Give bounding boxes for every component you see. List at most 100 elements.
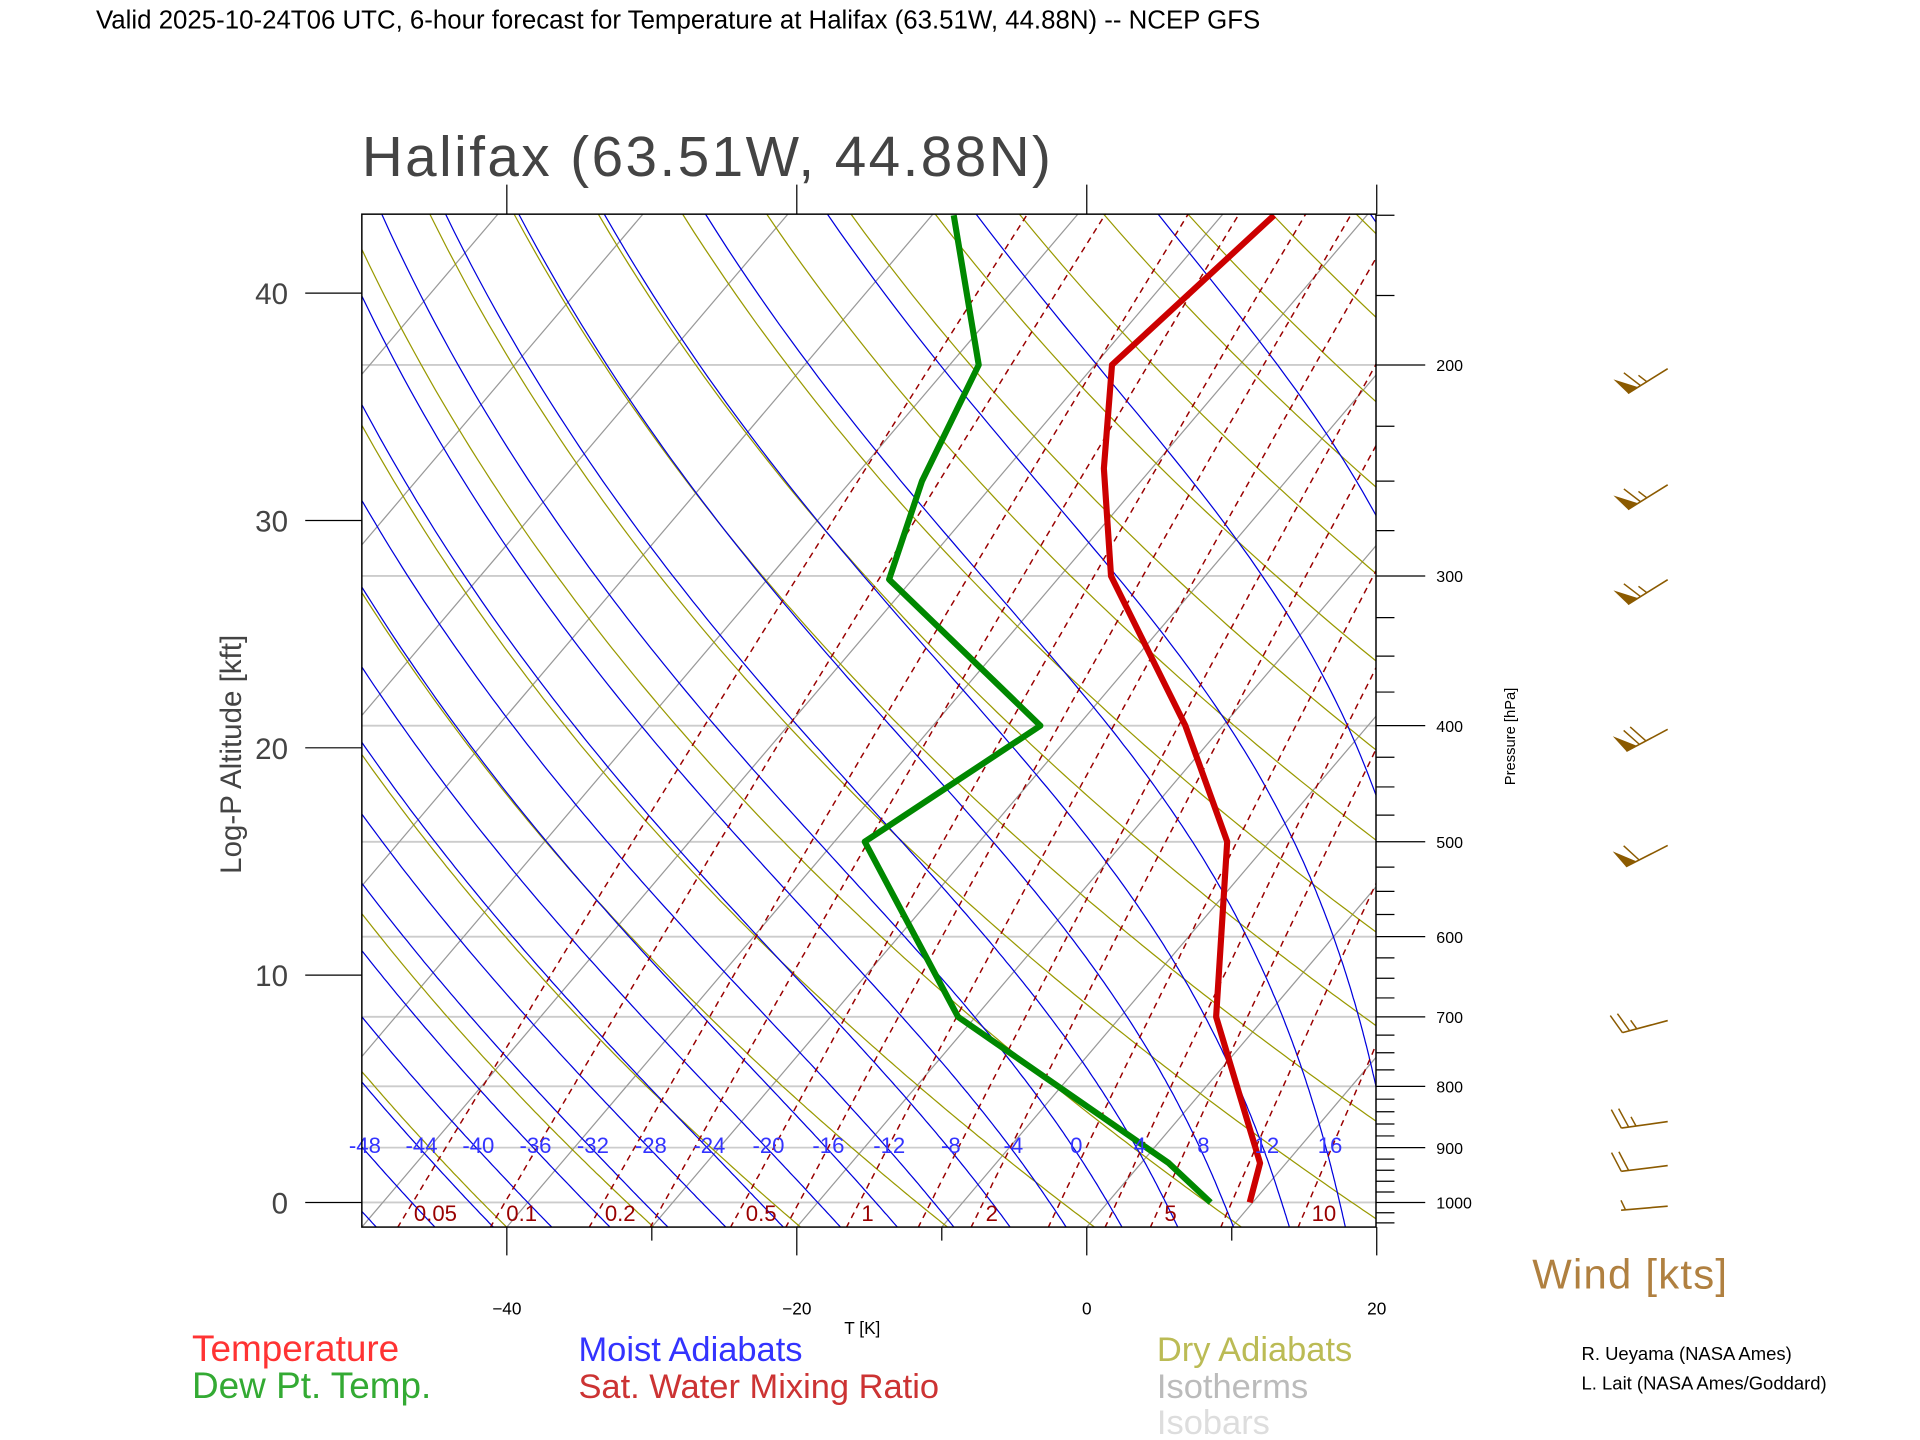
- altitude-tick-label: 20: [255, 733, 288, 766]
- background-lines: [0, 179, 1920, 1228]
- moist-adiabat-line: [361, 813, 727, 1228]
- temperature-line: [1100, 214, 1277, 1204]
- mixing-ratio-line: [1510, 198, 1920, 1228]
- moist-adiabat-line: [975, 214, 1376, 797]
- wind-barb-half: [1620, 1200, 1627, 1211]
- moist-adiabat-label: -16: [812, 1133, 844, 1158]
- dry-adiabat-line: [1018, 214, 1376, 575]
- dry-adiabat-line: [934, 214, 1376, 662]
- chart-header: Valid 2025-10-24T06 UTC, 6-hour forecast…: [96, 6, 1260, 34]
- wind-barb-staff: [1626, 728, 1669, 753]
- mixing-ratio-line: [1149, 747, 1376, 1228]
- dry-adiabat-line: [1187, 214, 1376, 403]
- dry-adiabat-line: [361, 1070, 508, 1228]
- wind-barb: [1612, 726, 1669, 753]
- moist-adiabat-label: -20: [752, 1133, 784, 1158]
- mixing-ratio-line: [845, 256, 1376, 1228]
- mixing-ratio-line: [1389, 198, 1849, 1228]
- moist-adiabat-line: [361, 294, 1067, 1228]
- mixing-ratio-line: [785, 214, 1353, 1228]
- wind-barb-staff: [1622, 1019, 1668, 1034]
- altitude-tick-label: 10: [255, 960, 288, 993]
- wind-barb-staff: [1625, 844, 1669, 868]
- wind-barb: [1613, 484, 1669, 511]
- dry-adiabat-line: [766, 214, 1376, 841]
- moist-adiabat-line: [361, 665, 842, 1228]
- wind-barb-full: [1618, 1151, 1630, 1171]
- isotherm-line: [361, 214, 789, 717]
- wind-barb-full: [1610, 1109, 1623, 1129]
- moist-adiabat-line: [361, 741, 785, 1228]
- legend-dry-adiabats: Dry Adiabats: [1157, 1331, 1352, 1369]
- x-tick-label: 0: [1082, 1298, 1092, 1318]
- moist-adiabat-label: 12: [1255, 1133, 1280, 1158]
- x-axis-label: T [K]: [844, 1318, 880, 1338]
- isotherm-line: [361, 214, 1224, 1228]
- moist-adiabat-label: 0: [1070, 1133, 1082, 1158]
- altitude-tick-label: 30: [255, 506, 288, 539]
- legend-mixing-ratio: Sat. Water Mixing Ratio: [578, 1368, 939, 1406]
- isotherm-line: [1085, 885, 1376, 1228]
- moist-adiabat-label: -8: [941, 1133, 961, 1158]
- axes: −40 −20 0 200102030401000900800700600500400…: [255, 184, 1472, 1318]
- dry-adiabat-line: [1271, 214, 1376, 319]
- moist-adiabat-label: -28: [635, 1133, 667, 1158]
- moist-adiabat-label: 4: [1134, 1133, 1146, 1158]
- moist-adiabat-label: -36: [519, 1133, 551, 1158]
- moist-adiabat-line: [361, 499, 955, 1228]
- pressure-tick-label: 400: [1436, 719, 1463, 736]
- legend-temperature: Temperature: [192, 1328, 399, 1369]
- mixing-ratio-line: [1554, 198, 1920, 1228]
- moist-adiabat-line: [444, 214, 1179, 1228]
- moist-adiabat-line: [1369, 214, 1376, 224]
- mixing-ratio-label: 0.2: [605, 1201, 636, 1226]
- wind-barb: [1609, 1013, 1668, 1034]
- wind-barb-half: [1638, 490, 1648, 499]
- isotherm-line: [0, 179, 238, 1227]
- wind-barb-full: [1616, 1013, 1631, 1032]
- wind-barb-full: [1610, 1152, 1622, 1172]
- pressure-tick-label: 600: [1436, 930, 1463, 947]
- moist-adiabat-label: -24: [693, 1133, 725, 1158]
- mixing-ratio-line: [1220, 881, 1376, 1228]
- dry-adiabat-line: [1590, 198, 1920, 1228]
- chart-title: Halifax (63.51W, 44.88N): [362, 125, 1054, 188]
- plot-frame: [361, 213, 1377, 1228]
- pressure-tick-label: 900: [1436, 1141, 1463, 1158]
- moist-adiabat-label: 8: [1197, 1133, 1209, 1158]
- wind-barb-pennant: [1612, 736, 1637, 752]
- mixing-ratio-line: [1297, 1043, 1376, 1228]
- isotherm-line: [1230, 1056, 1376, 1228]
- dry-adiabat-line: [361, 247, 1243, 1228]
- mixing-ratio-line: [396, 214, 1029, 1228]
- mixing-ratio-line: [970, 444, 1376, 1228]
- moist-adiabat-line: [603, 214, 1291, 1228]
- isotherm-line: [940, 715, 1376, 1228]
- mixing-ratio-label: 0.05: [414, 1201, 457, 1226]
- moist-adiabat-line: [361, 1081, 495, 1228]
- dry-adiabat-line: [361, 424, 1096, 1228]
- moist-adiabat-label: -4: [1003, 1133, 1023, 1158]
- wind-barb-pennant: [1612, 851, 1637, 867]
- moist-adiabat-label: -44: [406, 1133, 438, 1158]
- moist-adiabat-line: [361, 949, 611, 1228]
- dry-adiabat-line: [0, 198, 360, 1228]
- moist-adiabat-line: [361, 1015, 553, 1228]
- wind-label: Wind [kts]: [1532, 1251, 1728, 1298]
- wind-barb-full: [1629, 726, 1647, 742]
- isotherm-line: [361, 214, 644, 546]
- line-labels: -48 -44 -40 -36 -32 -28 -24 -20 -16 -12 -8 -4 0 4 8 12 1…: [349, 1133, 1342, 1226]
- legend-isobars: Isobars: [1157, 1404, 1270, 1440]
- wind-barb-staff: [1627, 367, 1669, 395]
- moist-adiabat-line: [704, 214, 1346, 1228]
- pressure-tick-label: 700: [1436, 1010, 1463, 1027]
- wind-barb-half: [1638, 374, 1648, 383]
- isotherm-line: [651, 374, 1376, 1228]
- wind-barb-half: [1630, 1019, 1638, 1030]
- wind-barb-pennant: [1613, 590, 1639, 605]
- legend: Temperature Dew Pt. Temp. Moist Adiabats…: [192, 1328, 1352, 1440]
- wind-barb: [1610, 1108, 1668, 1129]
- wind-barb-full: [1623, 583, 1642, 598]
- wind-barb-half: [1638, 585, 1648, 594]
- moist-adiabat-line: [361, 403, 1011, 1228]
